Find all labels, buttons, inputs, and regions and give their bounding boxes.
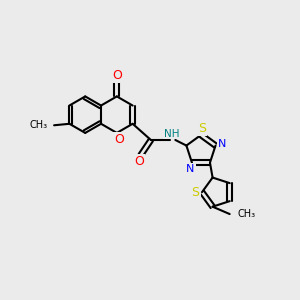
Text: S: S xyxy=(191,186,200,199)
Text: O: O xyxy=(134,155,144,168)
Text: O: O xyxy=(112,69,122,82)
Text: N: N xyxy=(186,164,195,174)
Text: NH: NH xyxy=(164,128,179,139)
Text: CH₃: CH₃ xyxy=(238,209,256,219)
Text: CH₃: CH₃ xyxy=(29,120,48,130)
Text: S: S xyxy=(198,122,206,135)
Text: N: N xyxy=(218,139,226,149)
Text: O: O xyxy=(114,133,124,146)
